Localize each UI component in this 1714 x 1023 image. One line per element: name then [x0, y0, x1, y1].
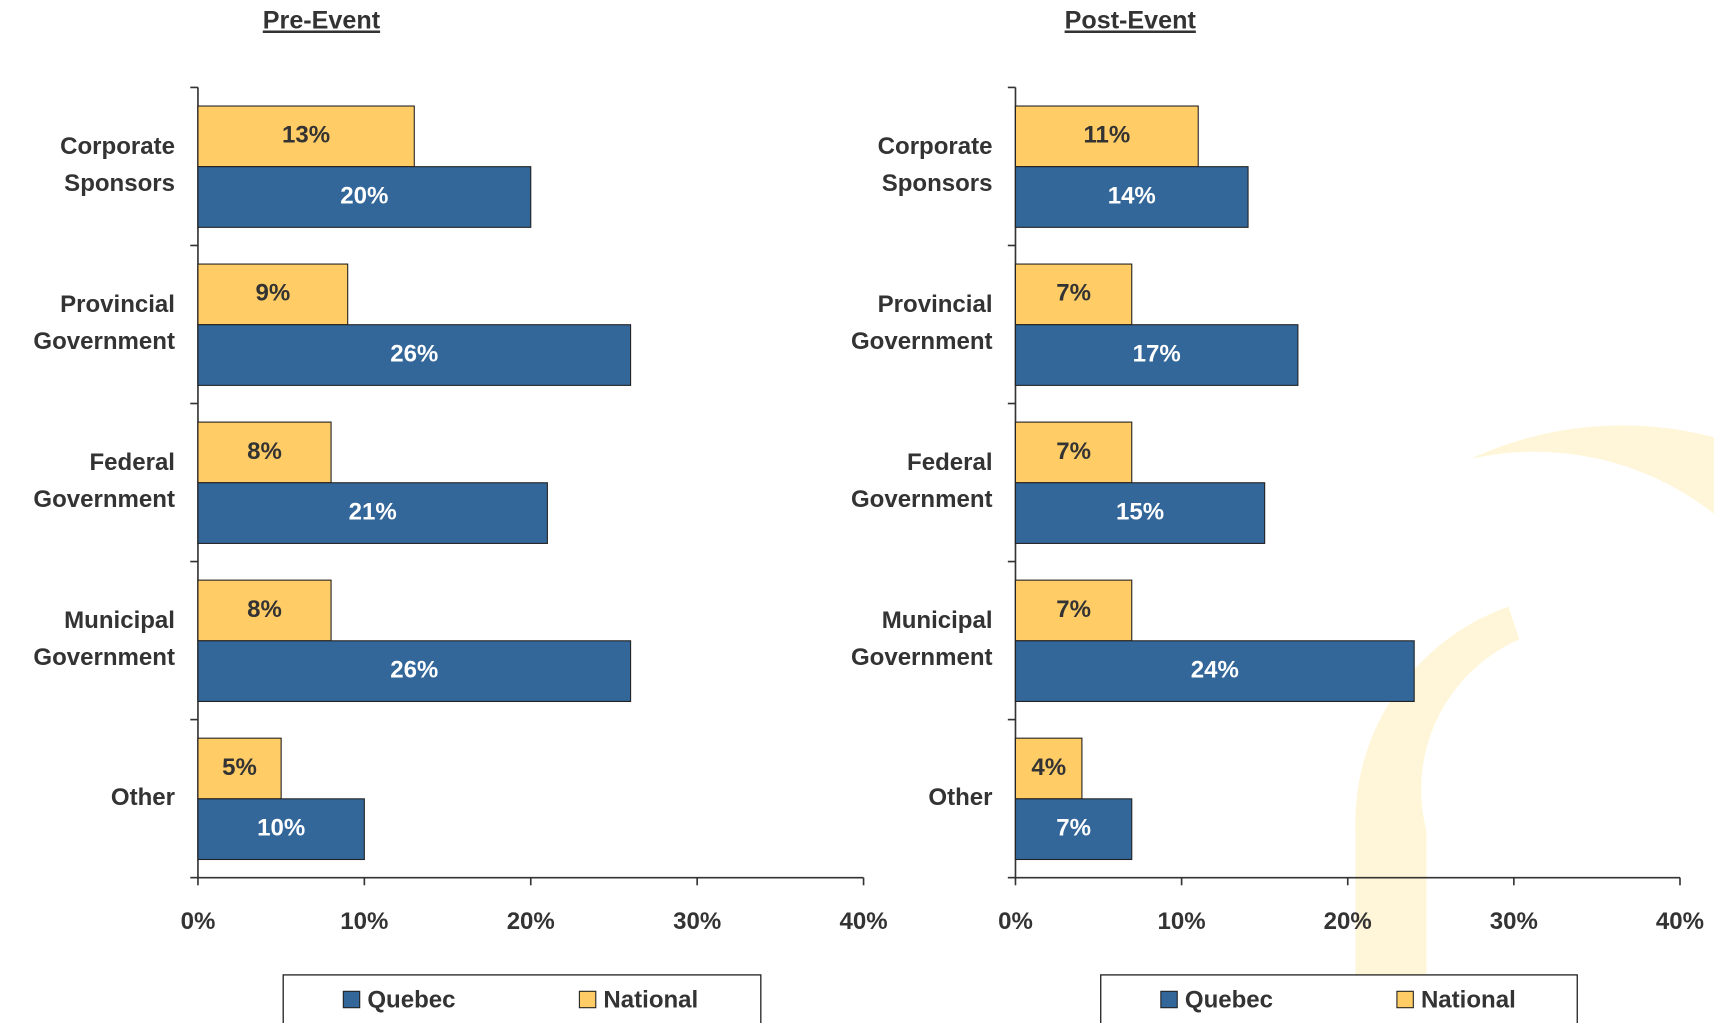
- bar: [1014, 579, 1133, 642]
- value-label: 17%: [1133, 340, 1181, 367]
- legend-label: Quebec: [1185, 986, 1273, 1013]
- bar: [197, 105, 415, 168]
- bar: [1014, 640, 1415, 703]
- background-decoration: [1470, 425, 1714, 514]
- x-tick-label: 0%: [181, 908, 216, 935]
- bar: [1014, 798, 1133, 861]
- category-label: Municipal Government: [33, 607, 175, 671]
- bar: [1014, 421, 1133, 484]
- x-tick-label: 10%: [340, 908, 388, 935]
- value-label: 9%: [255, 280, 290, 307]
- value-label: 5%: [222, 754, 257, 781]
- value-label: 21%: [349, 498, 397, 525]
- x-tick-label: 20%: [1324, 908, 1372, 935]
- bar: [1014, 324, 1299, 386]
- legend-label: National: [603, 986, 698, 1013]
- category-label: Other: [928, 784, 992, 811]
- bar: [197, 798, 365, 861]
- value-label: 7%: [1056, 815, 1091, 842]
- bar: [197, 640, 632, 703]
- chart-title: Post-Event: [1065, 6, 1197, 34]
- bar: [197, 166, 532, 228]
- value-label: 15%: [1116, 498, 1164, 525]
- legend-swatch: [578, 990, 597, 1009]
- chart-title: Pre-Event: [263, 6, 381, 34]
- value-label: 26%: [390, 656, 438, 683]
- x-tick-label: 0%: [998, 908, 1033, 935]
- x-tick-label: 20%: [507, 908, 555, 935]
- category-label: Provincial Government: [33, 291, 175, 355]
- x-tick-label: 30%: [1490, 908, 1538, 935]
- category-label: Corporate Sponsors: [878, 133, 993, 197]
- value-label: 13%: [282, 122, 330, 149]
- value-label: 26%: [390, 340, 438, 367]
- legend-swatch: [1160, 990, 1178, 1009]
- legend-box: [282, 974, 762, 1023]
- category-label: Other: [111, 784, 175, 811]
- bar: [1014, 166, 1249, 228]
- value-label: 8%: [247, 596, 282, 623]
- category-label: Federal Government: [33, 449, 175, 513]
- bar: [197, 324, 632, 386]
- category-label: Federal Government: [851, 449, 993, 513]
- value-label: 7%: [1056, 596, 1091, 623]
- value-label: 4%: [1031, 754, 1066, 781]
- bar: [1014, 105, 1199, 168]
- value-label: 8%: [247, 438, 282, 465]
- bar: [197, 421, 332, 484]
- value-label: 24%: [1191, 656, 1239, 683]
- value-label: 10%: [257, 815, 305, 842]
- bar: [1014, 482, 1266, 544]
- bar: [197, 263, 349, 326]
- bar: [1014, 737, 1083, 800]
- value-label: 7%: [1056, 438, 1091, 465]
- x-tick-label: 40%: [840, 908, 888, 935]
- category-label: Corporate Sponsors: [60, 133, 175, 197]
- value-label: 20%: [340, 182, 388, 209]
- bar: [197, 579, 332, 642]
- value-label: 14%: [1108, 182, 1156, 209]
- legend-swatch: [342, 990, 361, 1009]
- value-label: 7%: [1056, 280, 1091, 307]
- x-tick-label: 40%: [1656, 908, 1704, 935]
- value-label: 11%: [1083, 122, 1130, 149]
- bar: [1014, 263, 1133, 326]
- legend-label: Quebec: [367, 986, 455, 1013]
- x-tick-label: 10%: [1158, 908, 1206, 935]
- legend-swatch: [1396, 990, 1414, 1009]
- bar: [197, 482, 548, 544]
- legend-box: [1100, 974, 1578, 1023]
- bar: [197, 737, 282, 800]
- background-decoration: [1355, 606, 1520, 1023]
- category-label: Municipal Government: [851, 607, 993, 671]
- category-label: Provincial Government: [851, 291, 993, 355]
- x-tick-label: 30%: [673, 908, 721, 935]
- legend-label: National: [1421, 986, 1516, 1013]
